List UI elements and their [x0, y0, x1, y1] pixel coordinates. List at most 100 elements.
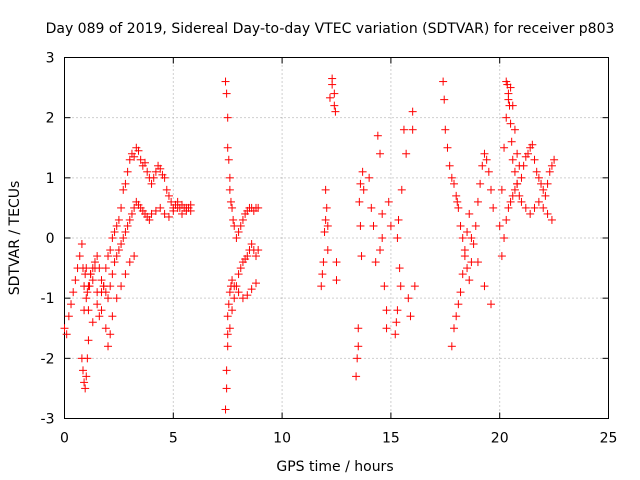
data-point [222, 384, 231, 393]
data-point [320, 227, 329, 236]
data-point [106, 282, 115, 291]
data-point [332, 258, 341, 267]
data-point [119, 185, 128, 194]
data-point [452, 191, 461, 200]
data-point [356, 221, 365, 230]
data-point [502, 113, 511, 122]
data-point [354, 324, 363, 333]
data-point [410, 282, 419, 291]
data-point [95, 312, 104, 321]
data-point [373, 131, 382, 140]
chart-title: Day 089 of 2019, Sidereal Day-to-day VTE… [46, 21, 615, 37]
data-point [82, 372, 91, 381]
data-point [399, 125, 408, 134]
data-point [225, 173, 234, 182]
data-point [480, 149, 489, 158]
x-tick-label: 5 [169, 431, 178, 447]
data-point [117, 203, 126, 212]
data-point [376, 149, 385, 158]
data-point [228, 276, 237, 285]
data-point [232, 234, 241, 242]
data-point [393, 306, 402, 315]
data-point [482, 155, 491, 164]
data-point [322, 203, 331, 212]
data-point [369, 221, 378, 230]
data-point [465, 209, 474, 218]
data-point [254, 203, 263, 212]
data-point [88, 318, 97, 327]
data-point [463, 264, 472, 273]
data-point [104, 342, 113, 351]
data-point [117, 282, 126, 291]
data-point [543, 179, 552, 188]
data-point [391, 330, 400, 339]
data-point [71, 276, 80, 285]
data-point [502, 215, 511, 224]
data-point [473, 258, 482, 267]
data-point [505, 101, 514, 110]
data-point [392, 318, 401, 327]
data-point [453, 197, 462, 206]
data-point [143, 167, 152, 176]
data-point [500, 143, 509, 152]
data-point [530, 155, 539, 164]
data-point [69, 288, 78, 297]
data-point [528, 140, 537, 149]
data-point [454, 203, 463, 212]
y-tick-label: -3 [41, 412, 55, 428]
data-point [356, 179, 365, 188]
data-point [354, 342, 363, 351]
data-point [467, 234, 476, 242]
data-point [463, 227, 472, 236]
data-point [318, 270, 327, 279]
data-point [504, 203, 513, 212]
data-point [443, 143, 452, 152]
data-point [234, 288, 243, 297]
data-point [247, 285, 256, 294]
data-point [515, 191, 524, 200]
data-point [228, 306, 237, 315]
gridlines [64, 57, 609, 419]
data-point [330, 101, 339, 110]
data-point [465, 276, 474, 285]
data-point [134, 146, 143, 155]
data-point [382, 306, 391, 315]
data-point [396, 282, 405, 291]
data-point [121, 227, 130, 236]
data-point [319, 258, 328, 267]
data-point [331, 107, 340, 116]
data-point [513, 179, 522, 188]
data-point [130, 152, 139, 161]
data-point [543, 209, 552, 218]
data-point [526, 209, 535, 218]
data-point [325, 93, 334, 102]
data-point [247, 240, 256, 249]
data-point [229, 215, 238, 224]
y-tick-label: -1 [41, 291, 55, 307]
data-point [112, 221, 121, 230]
data-point [251, 279, 260, 288]
data-point [97, 288, 106, 297]
data-point [486, 185, 495, 194]
data-point [473, 197, 482, 206]
data-point [456, 221, 465, 230]
data-point [108, 312, 117, 321]
data-point [223, 143, 232, 152]
data-point [83, 288, 92, 297]
data-point [127, 209, 136, 218]
data-point [402, 149, 411, 158]
data-point [147, 179, 156, 188]
data-point [510, 125, 519, 134]
data-point [169, 206, 178, 215]
data-point [108, 270, 117, 279]
x-tick-label: 0 [60, 431, 69, 447]
data-point [497, 185, 506, 194]
y-axis-label: SDTVAR / TECUs [7, 181, 23, 296]
data-point [223, 330, 232, 339]
data-point [397, 185, 406, 194]
data-point [357, 252, 366, 261]
data-point [221, 405, 230, 414]
data-point [323, 246, 332, 255]
data-point [394, 215, 403, 224]
data-point [510, 167, 519, 176]
